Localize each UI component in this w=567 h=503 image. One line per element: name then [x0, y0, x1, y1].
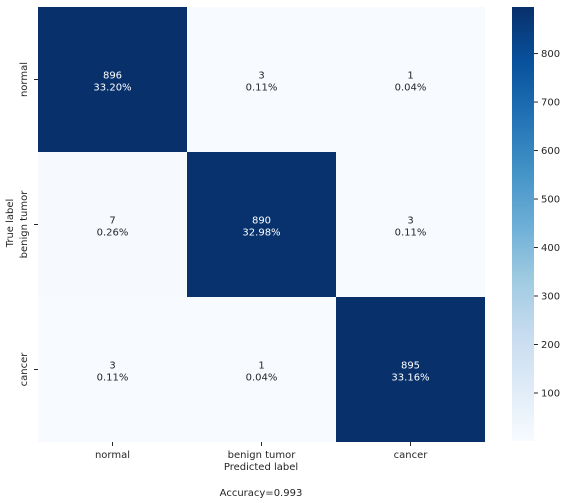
cell-count-label: 3: [407, 216, 413, 227]
cell-percent-label: 0.26%: [97, 228, 129, 239]
heatmap-cell: [187, 152, 336, 297]
heatmap-cell: [336, 297, 485, 442]
cell-count-label: 7: [109, 216, 115, 227]
colorbar-tick-label: 800: [541, 49, 560, 60]
colorbar-tick-label: 600: [541, 146, 560, 157]
cell-percent-label: 0.11%: [395, 228, 427, 239]
y-axis-label: True label: [5, 199, 16, 249]
colorbar-tick-label: 700: [541, 98, 560, 109]
x-axis-ticks: normal benign tumor cancer: [95, 442, 428, 461]
cell-percent-label: 32.98%: [242, 228, 280, 239]
colorbar-tick-label: 200: [541, 340, 560, 351]
cell-percent-label: 0.11%: [97, 373, 129, 384]
x-tick-label: cancer: [394, 450, 429, 461]
heatmap-cell: [187, 297, 336, 442]
colorbar-tick-label: 400: [541, 243, 560, 254]
x-axis-label: Predicted label: [224, 462, 298, 473]
heatmap-cell: [336, 152, 485, 297]
x-tick-label: normal: [95, 450, 130, 461]
accuracy-footer: Accuracy=0.993: [220, 488, 303, 499]
cell-count-label: 3: [258, 71, 264, 82]
y-tick-label: cancer: [19, 352, 30, 387]
heatmap-cell: [336, 7, 485, 152]
cell-percent-label: 33.20%: [93, 83, 131, 94]
heatmap-cell: [38, 152, 187, 297]
heatmap-cell: [38, 7, 187, 152]
cell-count-label: 895: [401, 361, 420, 372]
cell-count-label: 896: [103, 71, 122, 82]
y-tick-label: normal: [19, 62, 30, 97]
y-axis-ticks: normal benign tumor cancer: [19, 62, 38, 386]
heatmap-cell: [187, 7, 336, 152]
cell-percent-label: 0.04%: [246, 373, 278, 384]
colorbar-tick-label: 500: [541, 195, 560, 206]
cell-count-label: 1: [407, 71, 413, 82]
cell-percent-label: 0.04%: [395, 83, 427, 94]
colorbar: [512, 7, 534, 441]
colorbar-tick-label: 100: [541, 388, 560, 399]
cell-percent-label: 0.11%: [246, 83, 278, 94]
x-tick-label: benign tumor: [228, 450, 297, 461]
cell-count-label: 1: [258, 361, 264, 372]
colorbar-ticks: 100 200 300 400 500 600 700 800: [534, 49, 560, 399]
cell-count-label: 3: [109, 361, 115, 372]
cell-count-label: 890: [252, 216, 271, 227]
heatmap-cell: [38, 297, 187, 442]
colorbar-tick-label: 300: [541, 292, 560, 303]
cell-percent-label: 33.16%: [391, 373, 429, 384]
heatmap-cells: 89633.20%30.11%10.04%70.26%89032.98%30.1…: [38, 7, 485, 442]
y-tick-label: benign tumor: [19, 190, 30, 259]
